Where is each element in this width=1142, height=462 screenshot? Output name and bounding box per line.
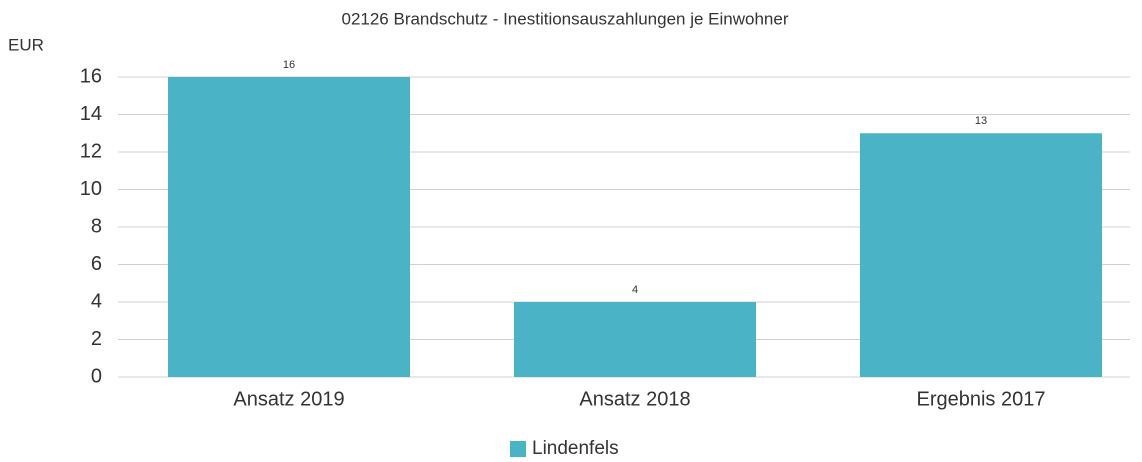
data-label: 16: [283, 59, 295, 71]
bar: [168, 77, 410, 377]
y-tick-label: 6: [91, 253, 102, 275]
x-tick-label: Ansatz 2019: [233, 388, 344, 410]
y-tick-label: 10: [80, 178, 102, 200]
chart-title: 02126 Brandschutz - Inestitionsauszahlun…: [341, 9, 788, 28]
y-tick-label: 2: [91, 328, 102, 350]
bar: [514, 302, 756, 377]
y-tick-label: 8: [91, 215, 102, 237]
legend-label: Lindenfels: [532, 438, 619, 459]
bar: [860, 133, 1102, 377]
y-tick-label: 4: [91, 290, 102, 312]
x-tick-label: Ergebnis 2017: [917, 388, 1046, 410]
y-tick-label: 14: [80, 103, 102, 125]
y-axis-label: EUR: [8, 35, 44, 54]
data-label: 4: [632, 284, 638, 296]
x-tick-label: Ansatz 2018: [579, 388, 690, 410]
y-tick-label: 16: [80, 65, 102, 87]
y-tick-label: 12: [80, 140, 102, 162]
data-label: 13: [975, 115, 987, 127]
legend-swatch: [510, 441, 526, 457]
y-tick-label: 0: [91, 365, 102, 387]
